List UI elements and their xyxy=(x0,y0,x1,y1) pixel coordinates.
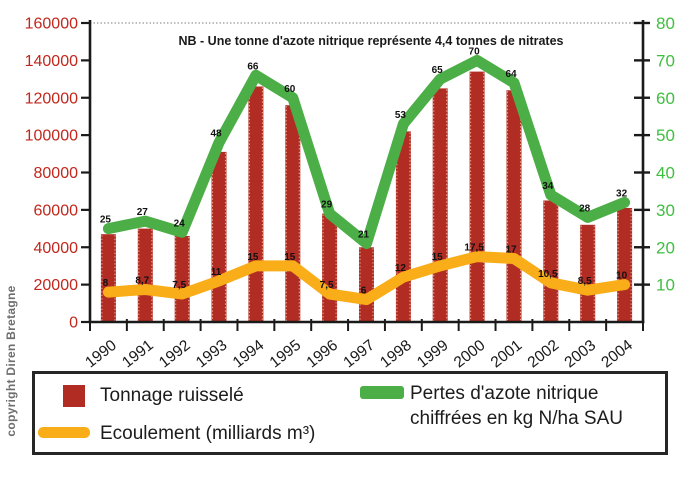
right-axis-label: 70 xyxy=(656,51,675,70)
ecoulement-value-label: 10,5 xyxy=(538,269,558,280)
ecoulement-value-label: 11 xyxy=(211,267,222,278)
ecoulement-value-label: 15 xyxy=(247,252,259,263)
legend: Tonnage ruisselé Ecoulement (milliards m… xyxy=(32,371,668,455)
right-axis-label: 80 xyxy=(656,14,675,33)
legend-label-pertes-line2: chiffrées en kg N/ha SAU xyxy=(410,408,623,430)
right-axis-label: 60 xyxy=(656,89,675,108)
pertes-value-label: 21 xyxy=(358,230,370,241)
left-axis-label: 80000 xyxy=(34,165,79,182)
right-axis-label: 20 xyxy=(656,238,675,257)
legend-swatch-pertes xyxy=(360,386,404,399)
pertes-value-label: 29 xyxy=(321,200,333,211)
left-axis-label: 0 xyxy=(69,315,78,332)
bar-2004 xyxy=(617,208,633,322)
legend-swatch-ecoulement xyxy=(38,427,90,438)
bar-1991 xyxy=(137,228,153,322)
ecoulement-value-label: 17,5 xyxy=(464,243,484,254)
bar-1996 xyxy=(322,213,338,322)
pertes-value-label: 34 xyxy=(542,181,554,192)
left-axis-label: 120000 xyxy=(25,90,78,107)
bar-2002 xyxy=(543,200,559,322)
x-axis-label: 1995 xyxy=(267,337,305,370)
chart-generated-layers: 0 20000 40000 60000 80000 100000 120000 140000 1… xyxy=(25,14,675,370)
legend-swatch-tonnage xyxy=(63,385,85,407)
ecoulement-value-label: 10 xyxy=(616,271,628,282)
pertes-line xyxy=(102,54,631,249)
right-axis-label: 10 xyxy=(656,276,675,295)
x-axis-label: 1998 xyxy=(377,337,415,370)
ecoulement-value-label: 8,5 xyxy=(578,276,592,287)
chart-note: NB - Une tonne d'azote nitrique représen… xyxy=(179,34,564,48)
bar-1995 xyxy=(285,105,301,322)
left-axis-label: 160000 xyxy=(25,16,78,33)
ecoulement-value-label: 6 xyxy=(361,286,367,297)
bar-2001 xyxy=(506,90,522,322)
bar-1994 xyxy=(248,86,264,322)
right-axis-label: 30 xyxy=(656,201,675,220)
ecoulement-value-label: 7,5 xyxy=(320,280,334,291)
bar-1990 xyxy=(100,234,116,322)
pertes-value-label: 70 xyxy=(469,46,481,57)
pertes-value-label: 53 xyxy=(395,110,407,121)
ecoulement-value-label: 15 xyxy=(284,252,296,263)
bar-1999 xyxy=(432,88,448,323)
ecoulement-value-label: 17 xyxy=(505,245,517,256)
pertes-value-label: 28 xyxy=(579,203,591,214)
legend-label-pertes: Pertes d'azote nitrique chiffrées en kg … xyxy=(410,381,623,431)
x-axis-label: 1990 xyxy=(82,337,120,370)
bar-1993 xyxy=(211,151,227,322)
bar-2003 xyxy=(580,224,596,322)
ecoulement-value-label: 7,5 xyxy=(172,280,186,291)
x-axis-label: 2004 xyxy=(598,337,636,370)
x-axis-label: 2001 xyxy=(488,337,526,370)
x-axis-label: 2000 xyxy=(451,337,489,370)
left-axis-label: 40000 xyxy=(34,240,79,257)
x-axis-label: 1994 xyxy=(230,337,268,370)
pertes-value-label: 24 xyxy=(174,218,186,229)
ecoulement-value-label: 15 xyxy=(432,252,444,263)
pertes-value-label: 60 xyxy=(284,84,296,95)
left-axis-label: 140000 xyxy=(25,53,78,70)
ecoulement-value-label: 12 xyxy=(395,263,407,274)
x-axis-label: 1996 xyxy=(303,337,341,370)
left-axis-label: 20000 xyxy=(34,277,79,294)
combo-chart: 0 20000 40000 60000 80000 100000 120000 140000 1… xyxy=(25,14,675,370)
right-axis-label: 40 xyxy=(656,164,675,183)
legend-label-pertes-line1: Pertes d'azote nitrique xyxy=(410,383,599,404)
x-axis-label: 1993 xyxy=(193,337,231,370)
legend-label-tonnage: Tonnage ruisselé xyxy=(100,385,244,406)
x-axis-label: 2003 xyxy=(562,337,600,370)
ecoulement-line xyxy=(102,251,631,306)
x-axis-label: 2002 xyxy=(525,337,563,370)
legend-label-ecoulement: Ecoulement (milliards m³) xyxy=(100,423,316,444)
pertes-value-label: 32 xyxy=(616,188,628,199)
x-axis-label: 1992 xyxy=(156,337,194,370)
x-axis-label: 1991 xyxy=(119,337,157,370)
pertes-value-label: 25 xyxy=(100,215,112,226)
pertes-value-label: 64 xyxy=(505,69,517,80)
left-axis-label: 100000 xyxy=(25,128,78,145)
bar-1998 xyxy=(395,131,411,322)
pertes-value-label: 65 xyxy=(432,65,444,76)
ecoulement-value-label: 8,7 xyxy=(135,276,149,287)
bar-1992 xyxy=(174,236,190,322)
right-axis-label: 50 xyxy=(656,126,675,145)
pertes-value-label: 48 xyxy=(210,129,222,140)
bar-2000 xyxy=(469,71,485,322)
pertes-value-label: 66 xyxy=(247,61,259,72)
pertes-value-label: 27 xyxy=(137,207,149,218)
x-axis-label: 1997 xyxy=(340,337,378,370)
left-axis-label: 60000 xyxy=(34,202,79,219)
x-axis-label: 1999 xyxy=(414,337,452,370)
ecoulement-value-label: 8 xyxy=(103,278,109,289)
